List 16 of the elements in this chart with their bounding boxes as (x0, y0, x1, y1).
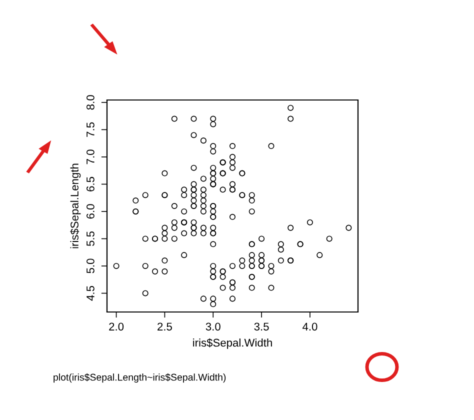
y-tick-label: 5.5 (86, 231, 94, 246)
y-axis-title: iris$Sepal.Length (70, 164, 81, 248)
x-tick-label: 4.0 (302, 322, 318, 331)
y-tick-label: 8.0 (86, 95, 94, 110)
y-tick-label: 6.5 (86, 176, 94, 192)
x-tick-label: 3.0 (206, 322, 220, 331)
y-tick-label: 4.5 (86, 286, 94, 301)
x-tick-label: 2.5 (158, 322, 172, 331)
y-tick-label: 6.0 (86, 204, 94, 219)
x-tick-label: 3.5 (254, 322, 269, 331)
x-axis-title: iris$Sepal.Width (193, 338, 272, 349)
x-tick-label: 2.0 (109, 322, 124, 331)
y-tick-label: 5.0 (86, 258, 94, 274)
y-tick-label: 7.5 (86, 122, 94, 137)
text: plot(iris$Sepal.Length~iris$Sepal.Width) (54, 373, 226, 383)
y-tick-label: 7.0 (86, 150, 94, 164)
